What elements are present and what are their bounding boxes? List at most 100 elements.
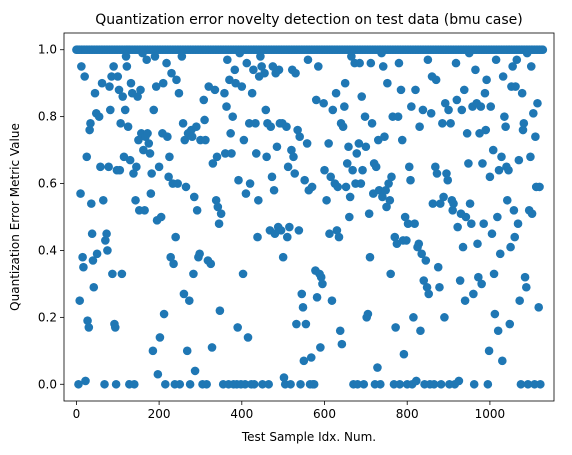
data-point [359, 379, 369, 389]
data-point [299, 356, 309, 366]
data-point [174, 88, 184, 98]
data-point [227, 149, 236, 158]
data-point [367, 119, 377, 128]
data-point [462, 129, 472, 138]
data-point [460, 296, 470, 305]
data-point [109, 62, 118, 71]
data-point [269, 185, 279, 195]
data-point [327, 296, 337, 305]
data-point [293, 125, 302, 135]
data-point [111, 379, 121, 389]
data-point [107, 72, 116, 81]
data-point [523, 379, 533, 389]
data-point [88, 256, 98, 265]
data-point [108, 269, 117, 279]
data-point [261, 105, 271, 115]
data-point [390, 232, 400, 242]
data-point [314, 62, 323, 71]
data-point [384, 179, 393, 188]
data-point [510, 232, 520, 242]
data-point [83, 316, 92, 326]
data-point [97, 78, 107, 88]
data-point [279, 373, 289, 382]
y-axis-ticks: 0.0 0.2 0.4 0.6 0.8 1.0 [38, 43, 64, 391]
data-point [102, 229, 111, 239]
data-point [85, 125, 94, 135]
data-point [423, 55, 433, 65]
data-point [452, 95, 462, 105]
data-point [278, 252, 288, 262]
data-point [519, 119, 529, 128]
data-point [175, 379, 185, 389]
data-point [419, 276, 429, 285]
data-point [514, 155, 524, 165]
data-point-saturated [538, 45, 548, 55]
data-point [267, 172, 277, 182]
data-point [509, 206, 519, 215]
data-point [404, 162, 414, 172]
data-point [292, 319, 301, 329]
data-point [520, 272, 530, 282]
data-point [103, 246, 112, 255]
data-point [220, 88, 229, 98]
data-point [498, 72, 508, 81]
data-point [173, 179, 183, 188]
y-tick-label: 0.4 [38, 243, 57, 257]
chart-title: Quantization error novelty detection on … [95, 12, 522, 28]
data-point [341, 182, 351, 192]
data-point [251, 119, 260, 128]
data-point [89, 282, 99, 292]
data-point [76, 189, 85, 198]
data-point [366, 58, 376, 68]
data-point [416, 326, 425, 336]
data-point [504, 165, 513, 175]
data-point [365, 252, 375, 262]
data-point [239, 135, 249, 145]
data-point [477, 279, 486, 289]
data-point [488, 145, 498, 155]
data-point [143, 129, 152, 138]
data-point [114, 85, 124, 95]
data-point [399, 349, 409, 359]
data-point [436, 379, 446, 389]
data-point [256, 52, 265, 61]
data-point [469, 289, 478, 299]
data-point [483, 379, 493, 389]
x-tick-label: 0 [73, 407, 81, 421]
data-point [244, 119, 254, 128]
data-point [136, 85, 145, 95]
data-point [453, 222, 462, 232]
x-tick-label: 800 [396, 407, 419, 421]
data-point [376, 379, 385, 389]
data-point [226, 129, 235, 138]
data-point [446, 119, 455, 128]
data-point [142, 55, 151, 65]
data-point [79, 262, 88, 272]
data-point [501, 122, 510, 131]
data-point [513, 219, 523, 228]
data-point [431, 162, 440, 172]
data-point [461, 212, 471, 222]
y-tick-label: 0.0 [38, 377, 57, 391]
data-point [522, 48, 532, 58]
data-point [131, 195, 140, 205]
data-point [393, 112, 403, 121]
data-point [382, 202, 391, 212]
data-point [451, 58, 461, 68]
data-point [165, 152, 174, 162]
data-point [515, 296, 524, 305]
data-point [533, 98, 542, 108]
data-point [535, 182, 544, 192]
x-tick-label: 1000 [475, 407, 506, 421]
data-point [422, 282, 432, 292]
data-point [361, 142, 371, 152]
data-point [491, 55, 501, 65]
data-point [378, 62, 388, 71]
data-point [403, 219, 413, 228]
data-point [417, 249, 426, 259]
data-point [527, 209, 537, 218]
data-point [78, 252, 87, 262]
data-point [526, 62, 536, 71]
data-point [129, 169, 138, 178]
data-point [185, 379, 195, 389]
